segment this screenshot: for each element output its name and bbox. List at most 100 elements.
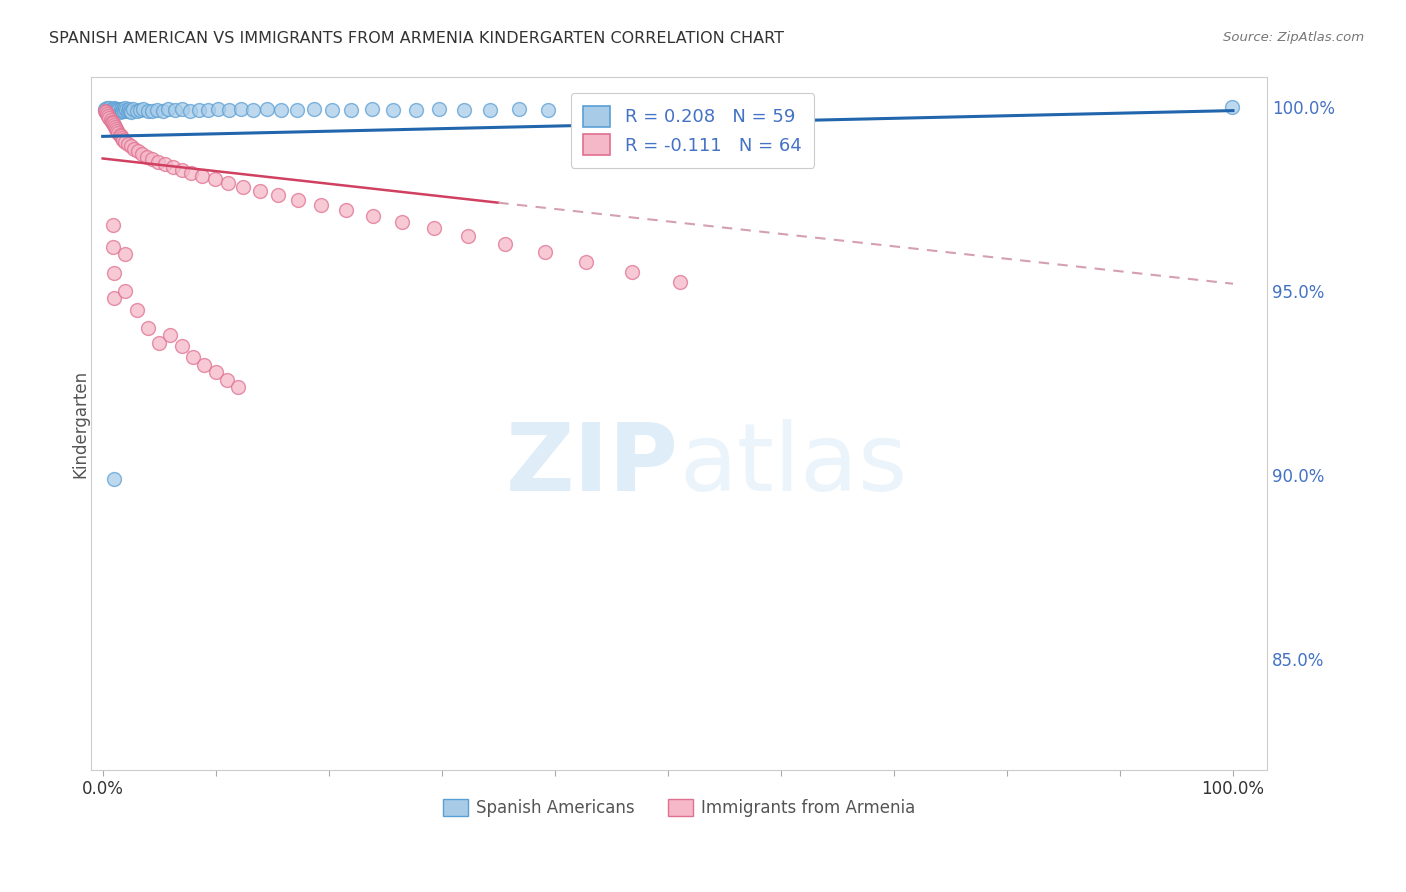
Point — [110, 103, 132, 117]
Point — [115, 103, 138, 117]
Point — [104, 120, 127, 135]
Point — [101, 218, 124, 232]
Point — [111, 104, 134, 119]
Point — [153, 157, 176, 171]
Point — [117, 136, 139, 151]
Point — [98, 111, 121, 125]
Point — [162, 161, 184, 175]
Point — [96, 107, 118, 121]
Point — [131, 147, 153, 161]
Point — [120, 138, 142, 153]
Point — [309, 197, 332, 211]
Point — [125, 104, 148, 119]
Point — [361, 209, 384, 223]
Point — [1220, 100, 1243, 114]
Point — [170, 339, 193, 353]
Point — [405, 103, 427, 117]
Point — [229, 103, 252, 117]
Point — [180, 166, 202, 180]
Point — [141, 152, 163, 166]
Y-axis label: Kindergarten: Kindergarten — [72, 369, 89, 478]
Point — [136, 321, 159, 335]
Point — [479, 103, 502, 117]
Point — [132, 102, 155, 116]
Point — [101, 116, 124, 130]
Point — [537, 103, 560, 117]
Point — [103, 101, 125, 115]
Point — [118, 103, 141, 118]
Point — [575, 254, 598, 268]
Text: atlas: atlas — [679, 419, 907, 511]
Point — [103, 266, 125, 280]
Point — [136, 103, 159, 118]
Point — [193, 358, 215, 372]
Point — [107, 126, 129, 140]
Point — [204, 365, 226, 379]
Point — [105, 103, 128, 118]
Point — [98, 102, 121, 116]
Point — [146, 154, 169, 169]
Point — [114, 135, 136, 149]
Point — [127, 144, 149, 158]
Point — [141, 104, 163, 119]
Point — [567, 103, 589, 117]
Point — [267, 188, 290, 202]
Point — [360, 103, 382, 117]
Point — [101, 240, 124, 254]
Point — [335, 202, 357, 217]
Point — [108, 128, 131, 142]
Point — [100, 114, 122, 128]
Point — [423, 221, 446, 235]
Point — [129, 103, 152, 117]
Point — [302, 103, 325, 117]
Point — [181, 351, 204, 365]
Point — [108, 105, 131, 120]
Point — [159, 328, 181, 343]
Point — [125, 302, 148, 317]
Point — [111, 131, 134, 145]
Point — [112, 103, 135, 118]
Point — [100, 104, 122, 119]
Point — [170, 162, 193, 177]
Point — [97, 109, 120, 123]
Point — [114, 247, 136, 261]
Point — [429, 103, 451, 117]
Point — [148, 335, 170, 350]
Point — [217, 176, 239, 190]
Point — [100, 102, 122, 116]
Point — [207, 103, 229, 117]
Point — [179, 103, 201, 118]
Point — [114, 102, 136, 116]
Point — [114, 284, 136, 298]
Point — [494, 236, 516, 251]
Point — [103, 292, 125, 306]
Point — [508, 103, 530, 117]
Point — [533, 245, 555, 260]
Point — [285, 103, 308, 117]
Point — [453, 103, 475, 118]
Point — [97, 103, 120, 117]
Point — [232, 179, 254, 194]
Point — [163, 103, 186, 118]
Text: SPANISH AMERICAN VS IMMIGRANTS FROM ARMENIA KINDERGARTEN CORRELATION CHART: SPANISH AMERICAN VS IMMIGRANTS FROM ARME… — [49, 31, 785, 46]
Point — [152, 103, 174, 118]
Point — [100, 112, 122, 127]
Point — [218, 103, 240, 117]
Point — [105, 122, 128, 136]
Point — [94, 102, 117, 116]
Point — [110, 129, 132, 144]
Point — [94, 103, 117, 118]
Point — [620, 264, 643, 278]
Point — [96, 101, 118, 115]
Point — [191, 169, 214, 183]
Point — [103, 119, 125, 133]
Point — [382, 103, 405, 117]
Point — [457, 228, 479, 243]
Legend: Spanish Americans, Immigrants from Armenia: Spanish Americans, Immigrants from Armen… — [436, 792, 922, 824]
Point — [122, 103, 145, 117]
Point — [135, 150, 157, 164]
Point — [321, 103, 343, 118]
Point — [118, 102, 141, 116]
Point — [270, 103, 292, 117]
Point — [111, 102, 134, 116]
